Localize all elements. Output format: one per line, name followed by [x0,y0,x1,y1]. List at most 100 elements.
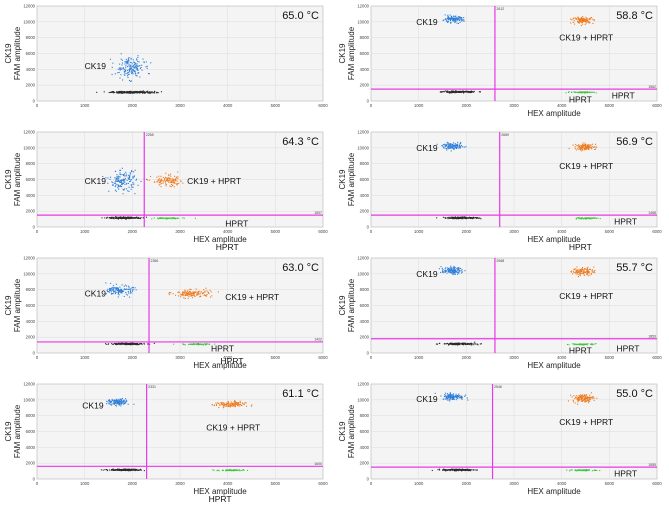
droplet-point [443,146,445,148]
hex-threshold-value: 2568 [496,259,504,263]
droplet-point [462,146,464,148]
droplet-point [479,91,481,93]
droplet-point [586,273,588,275]
droplet-point [584,469,586,471]
droplet-point [215,404,218,406]
droplet-point [128,92,130,94]
droplet-point [182,182,184,184]
droplet-point [579,469,581,471]
droplet-point [124,401,126,403]
hex-threshold-value: 2546 [494,385,502,389]
droplet-point [461,469,463,471]
droplet-point [154,91,156,93]
droplet-point [451,146,453,148]
annealing-temperature-label: 61.1 °C [282,388,319,400]
droplet-point [134,70,136,72]
droplet-point [105,469,107,471]
droplet-point [463,469,465,471]
droplet-point [172,182,174,184]
droplet-point [136,63,138,65]
droplet-point [209,289,211,291]
droplet-point [222,402,224,404]
droplet-point [575,18,577,20]
droplet-point [205,287,207,289]
x-tick-label: 2000 [462,229,472,234]
droplet-point [130,217,132,219]
droplet-point [127,92,129,94]
droplet-point [105,282,107,284]
droplet-point [149,92,151,94]
droplet-point [125,343,127,345]
droplet-point [142,58,144,60]
droplet-point [582,399,584,401]
droplet-point [120,185,122,188]
droplet-point [121,167,123,169]
droplet-point [583,18,586,20]
droplet-point [458,144,461,146]
droplet-point [111,399,114,402]
droplet-point [151,218,153,220]
droplet-point [212,469,214,471]
droplet-point [579,271,581,273]
droplet-point [117,289,119,291]
droplet-point [587,217,589,219]
droplet-point [178,217,180,219]
droplet-point [132,68,134,70]
droplet-point [591,470,593,472]
droplet-point [122,290,124,292]
droplet-point [446,398,448,400]
droplet-point [588,18,590,20]
droplet-point [587,19,589,21]
droplet-point [585,394,587,396]
droplet-point [592,146,594,148]
droplet-point [588,91,590,93]
x-tick-label: 1000 [414,103,424,108]
droplet-point [116,174,118,176]
droplet-point [449,14,451,16]
droplet-point [204,295,206,297]
droplet-point [443,272,445,274]
droplet-point [578,469,580,471]
droplet-point [584,400,586,402]
droplet-point [128,186,130,188]
droplet-point [585,143,587,146]
droplet-point [587,272,589,274]
droplet-point [450,145,453,147]
droplet-point [453,147,455,149]
droplet-point [110,176,112,178]
droplet-point [134,470,136,472]
droplet-point [157,218,159,220]
y-tick-label: 12000 [23,4,35,9]
droplet-point [580,217,582,219]
droplet-point [583,397,585,399]
droplet-point [455,399,457,401]
droplet-point [444,90,446,92]
y-tick-label: 8000 [26,161,36,166]
droplet-point [148,92,150,94]
droplet-point [584,397,586,399]
droplet-point [111,403,113,405]
droplet-point [464,270,466,272]
droplet-point [147,343,149,345]
droplet-point [128,285,130,287]
droplet-point [456,397,458,399]
droplet-point [140,66,142,69]
droplet-point [447,397,449,399]
droplet-point [582,17,584,20]
y-tick-label: 4000 [360,67,370,72]
droplet-point [114,181,116,183]
droplet-point [465,146,467,148]
droplet-point [451,398,453,400]
droplet-point [157,179,159,181]
droplet-point [453,18,455,20]
y-tick-label: 6000 [26,429,36,434]
droplet-point [159,217,162,219]
droplet-point [447,217,449,219]
droplet-point [143,61,145,63]
droplet-point [197,292,199,294]
droplet-point [226,402,228,404]
droplet-point [583,394,586,396]
droplet-point [118,188,120,190]
droplet-point [596,469,598,472]
y-tick-label: 0 [367,477,370,482]
